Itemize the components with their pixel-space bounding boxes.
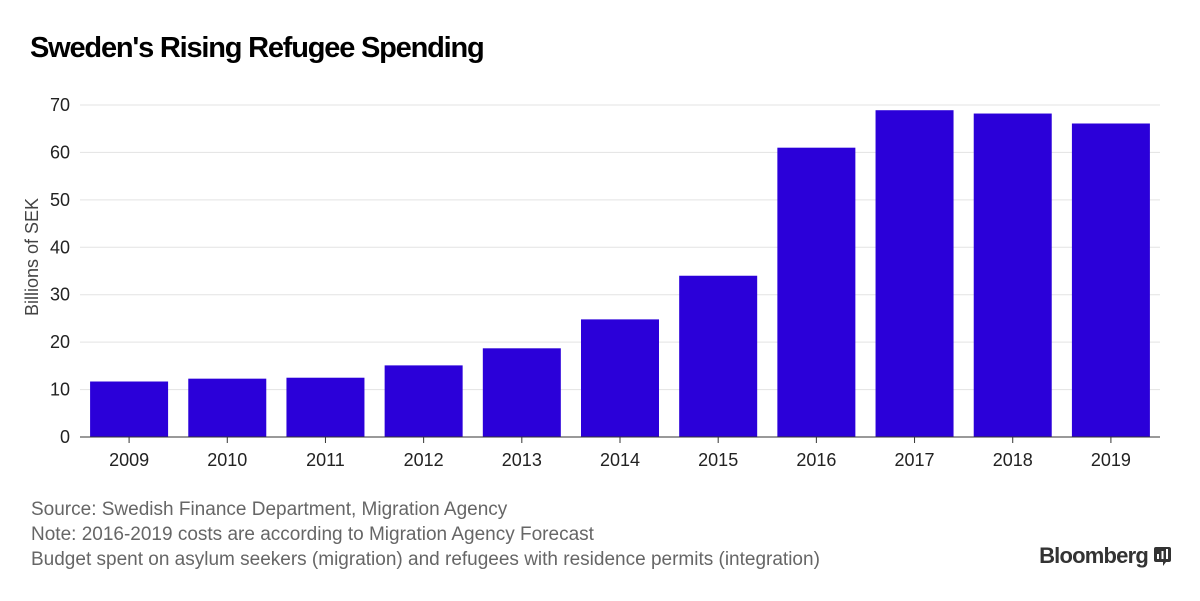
x-tick-label: 2014 xyxy=(600,450,640,470)
bar-2012 xyxy=(384,365,463,437)
x-tick-label: 2015 xyxy=(698,450,738,470)
bar-2019 xyxy=(1071,123,1150,438)
forecast-note: Note: 2016-2019 costs are according to M… xyxy=(31,524,594,545)
x-tick-label: 2019 xyxy=(1091,450,1131,470)
bar-chart: 0 10 20 30 40 50 60 70 2009 2010 2011 2012 2013 2014… xyxy=(22,95,1160,470)
x-tick-label: 2010 xyxy=(207,450,247,470)
bar-2017 xyxy=(875,110,954,438)
x-tick-label: 2016 xyxy=(796,450,836,470)
bar-2009 xyxy=(90,381,169,437)
bar-2018 xyxy=(973,113,1052,437)
bar-2016 xyxy=(777,147,856,437)
brand-logo: Bloomberg xyxy=(1039,543,1172,569)
y-tick-label: 30 xyxy=(50,285,70,305)
bar-2014 xyxy=(581,319,659,437)
bar-2010 xyxy=(188,378,267,437)
x-tick-label: 2018 xyxy=(993,450,1033,470)
x-tick-label: 2017 xyxy=(895,450,935,470)
description-note: Budget spent on asylum seekers (migratio… xyxy=(31,549,820,570)
y-tick-label: 40 xyxy=(50,237,70,257)
chart-title: Sweden's Rising Refugee Spending xyxy=(30,32,485,64)
x-tick-label: 2011 xyxy=(306,450,345,470)
x-tick-label: 2012 xyxy=(404,450,444,470)
x-tick-label: 2013 xyxy=(502,450,542,470)
bar-2013 xyxy=(482,348,561,437)
y-tick-label: 70 xyxy=(50,95,70,115)
bar-2015 xyxy=(679,275,758,437)
footnotes: Source: Swedish Finance Department, Migr… xyxy=(31,497,820,572)
source-note: Source: Swedish Finance Department, Migr… xyxy=(31,499,508,520)
x-axis-ticks: 2009 2010 2011 2012 2013 2014 2015 2016 2017 2018… xyxy=(109,437,1131,470)
y-axis-ticks: 0 10 20 30 40 50 60 70 xyxy=(50,95,70,447)
y-tick-label: 20 xyxy=(50,332,70,352)
brand-name: Bloomberg xyxy=(1039,543,1149,568)
bars xyxy=(90,110,1150,438)
bloomberg-terminal-icon xyxy=(1154,545,1172,567)
bar-2011 xyxy=(286,377,365,437)
x-tick-label: 2009 xyxy=(109,450,149,470)
y-tick-label: 0 xyxy=(60,427,70,447)
y-axis-label: Billions of SEK xyxy=(22,198,42,316)
y-tick-label: 50 xyxy=(50,190,70,210)
y-tick-label: 10 xyxy=(50,380,70,400)
y-tick-label: 60 xyxy=(50,142,70,162)
